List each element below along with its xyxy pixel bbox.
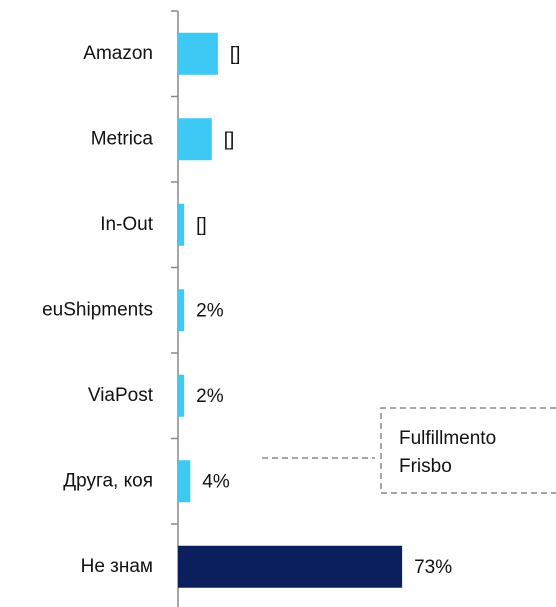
bar	[178, 374, 185, 417]
data-label: 73%	[414, 557, 452, 578]
category-label: Друга, коя	[63, 470, 153, 491]
data-label: 2%	[196, 300, 224, 321]
annotation-box	[380, 407, 556, 494]
data-label: []	[196, 215, 207, 236]
bar	[178, 32, 218, 75]
bar	[178, 118, 212, 161]
bar	[178, 203, 185, 246]
bar	[178, 460, 191, 503]
data-label: 4%	[202, 471, 230, 492]
category-label: In-Out	[100, 214, 154, 235]
bar	[178, 289, 185, 332]
annotation-line: Fulfillmento	[399, 428, 496, 449]
category-label: Metrica	[91, 128, 154, 149]
annotation-line: Frisbo	[399, 456, 452, 477]
data-label: 2%	[196, 386, 224, 407]
data-label: []	[224, 129, 235, 150]
data-label: []	[230, 44, 241, 65]
category-label: Amazon	[83, 43, 153, 64]
bar	[178, 545, 403, 588]
category-label: Не знам	[81, 556, 153, 577]
category-label: euShipments	[42, 299, 153, 320]
category-label: ViaPost	[88, 385, 154, 406]
